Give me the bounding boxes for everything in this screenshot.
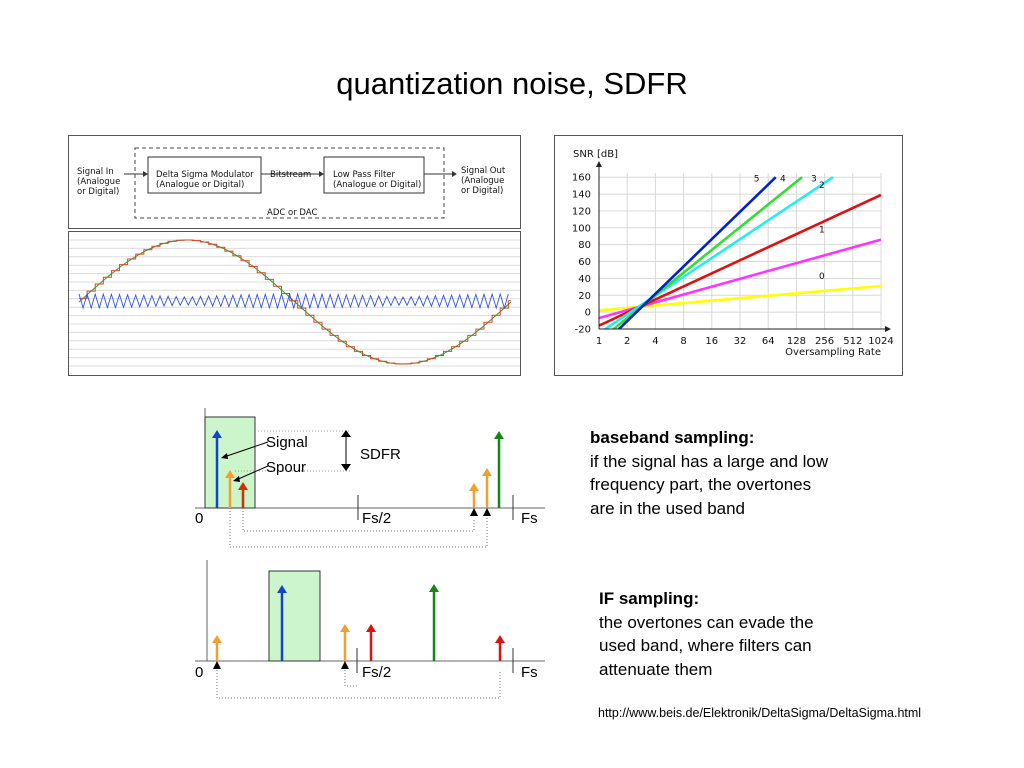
snr-y-tick-label: 120 — [572, 206, 591, 217]
source-url[interactable]: http://www.beis.de/Elektronik/DeltaSigma… — [598, 706, 922, 720]
harmonic-line-red — [366, 624, 376, 661]
fs-label-top: Fs — [521, 510, 538, 527]
block-diagram-panel: Signal In (Analogue or Digital) Delta Sigm… — [68, 135, 521, 229]
baseband-heading: baseband sampling: — [590, 428, 755, 447]
snr-x-tick-label: 256 — [815, 336, 834, 347]
snr-y-tick-label: -20 — [575, 325, 591, 336]
zero-label-bottom: 0 — [195, 664, 204, 681]
snr-x-tick-label: 4 — [652, 336, 658, 347]
if-sampling-heading: IF sampling: — [599, 589, 700, 608]
snr-x-tick-label: 2 — [624, 336, 630, 347]
fs-half-label-top: Fs/2 — [362, 510, 392, 527]
block-diagram-graphic — [124, 147, 457, 219]
snr-y-tick-label: 160 — [572, 173, 591, 184]
snr-series-line-5 — [617, 176, 777, 329]
snr-series-label: 1 — [819, 226, 825, 236]
baseband-line: if the signal has a large and low — [590, 451, 829, 471]
snr-series-label: 5 — [754, 174, 760, 184]
baseband-spectrum-diagram — [195, 408, 545, 548]
snr-y-tick-label: 100 — [572, 223, 591, 234]
fs-half-label-bottom: Fs/2 — [362, 664, 392, 681]
harmonic-line-orange-left — [212, 635, 222, 661]
harmonic-line-darkred — [238, 482, 248, 508]
page-title: quantization noise, SDFR — [336, 66, 688, 101]
snr-x-tick-label: 32 — [734, 336, 747, 347]
bitstream-label: Bitstream — [270, 170, 312, 180]
snr-y-tick-label: 0 — [585, 308, 591, 319]
snr-series-label: 0 — [819, 272, 825, 282]
baseband-line: frequency part, the overtones — [590, 475, 812, 494]
if-spectrum-diagram — [195, 560, 545, 699]
harmonic-line-red-right — [495, 635, 505, 661]
waveform-panel — [68, 231, 521, 376]
snr-series-line-0 — [599, 284, 882, 312]
snr-series-label: 2 — [819, 181, 825, 191]
snr-x-tick-label: 128 — [787, 336, 806, 347]
harmonic-line-green — [429, 584, 439, 661]
snr-y-tick-label: 80 — [578, 240, 591, 251]
snr-x-tick-label: 8 — [680, 336, 686, 347]
baseband-line: are in the used band — [590, 498, 746, 518]
filter-label: Low Pass Filter (Analogue or Digital) — [333, 170, 422, 190]
waveform-graphic — [69, 239, 520, 367]
signal-in-label: Signal In (Analogue or Digital) — [77, 167, 121, 197]
baseband-text: baseband sampling: if the signal has a l… — [590, 426, 828, 520]
signal-line — [212, 430, 222, 508]
used-band — [268, 570, 321, 662]
snr-y-tick-label: 20 — [578, 291, 591, 302]
alias-line-green — [494, 431, 504, 508]
snr-x-tick-label: 1 — [596, 336, 602, 347]
alias-line-orange-2 — [482, 468, 492, 508]
if-sampling-line: the overtones can evade the — [599, 612, 814, 632]
snr-series-label: 3 — [811, 174, 817, 184]
snr-series-line-4 — [611, 176, 803, 329]
if-sampling-line: used band, where filters can — [599, 636, 812, 655]
snr-x-tick-label: 512 — [843, 336, 862, 347]
waveform-staircase — [79, 239, 511, 365]
enclosure-label: ADC or DAC — [267, 208, 318, 218]
waveform-error — [78, 292, 509, 310]
snr-series-line-3 — [602, 176, 834, 329]
snr-y-tick-label: 140 — [572, 190, 591, 201]
alias-line-orange-1 — [469, 483, 479, 508]
sdfr-label: SDFR — [360, 446, 401, 463]
if-sampling-text: IF sampling: the overtones can evade the… — [599, 587, 814, 681]
snr-x-tick-label: 64 — [762, 336, 775, 347]
harmonic-line-orange — [225, 470, 235, 508]
spour-label: Spour — [266, 459, 307, 476]
zero-label-top: 0 — [195, 510, 204, 527]
modulator-label: Delta Sigma Modulator (Analogue or Digita… — [156, 170, 254, 190]
snr-x-axis-label: Oversampling Rate — [785, 347, 881, 358]
snr-y-tick-label: 60 — [578, 257, 591, 268]
fs-label-bottom: Fs — [521, 664, 538, 681]
snr-chart-panel: -20 0 20 40 60 80 100 120 140 160 1 2 4 8 16 32 64 128 256… — [554, 135, 903, 376]
signal-out-label: Signal Out (Analogue or Digital) — [461, 166, 506, 196]
snr-y-axis-label: SNR [dB] — [573, 149, 618, 160]
signal-line — [277, 585, 287, 661]
signal-label: Signal — [266, 434, 308, 451]
harmonic-line-orange-mid — [340, 624, 350, 661]
if-sampling-line: attenuate them — [599, 659, 713, 679]
snr-y-tick-label: 40 — [578, 274, 591, 285]
snr-series-label: 4 — [780, 174, 786, 184]
snr-x-tick-label: 16 — [705, 336, 718, 347]
snr-x-tick-label: 1024 — [868, 336, 893, 347]
